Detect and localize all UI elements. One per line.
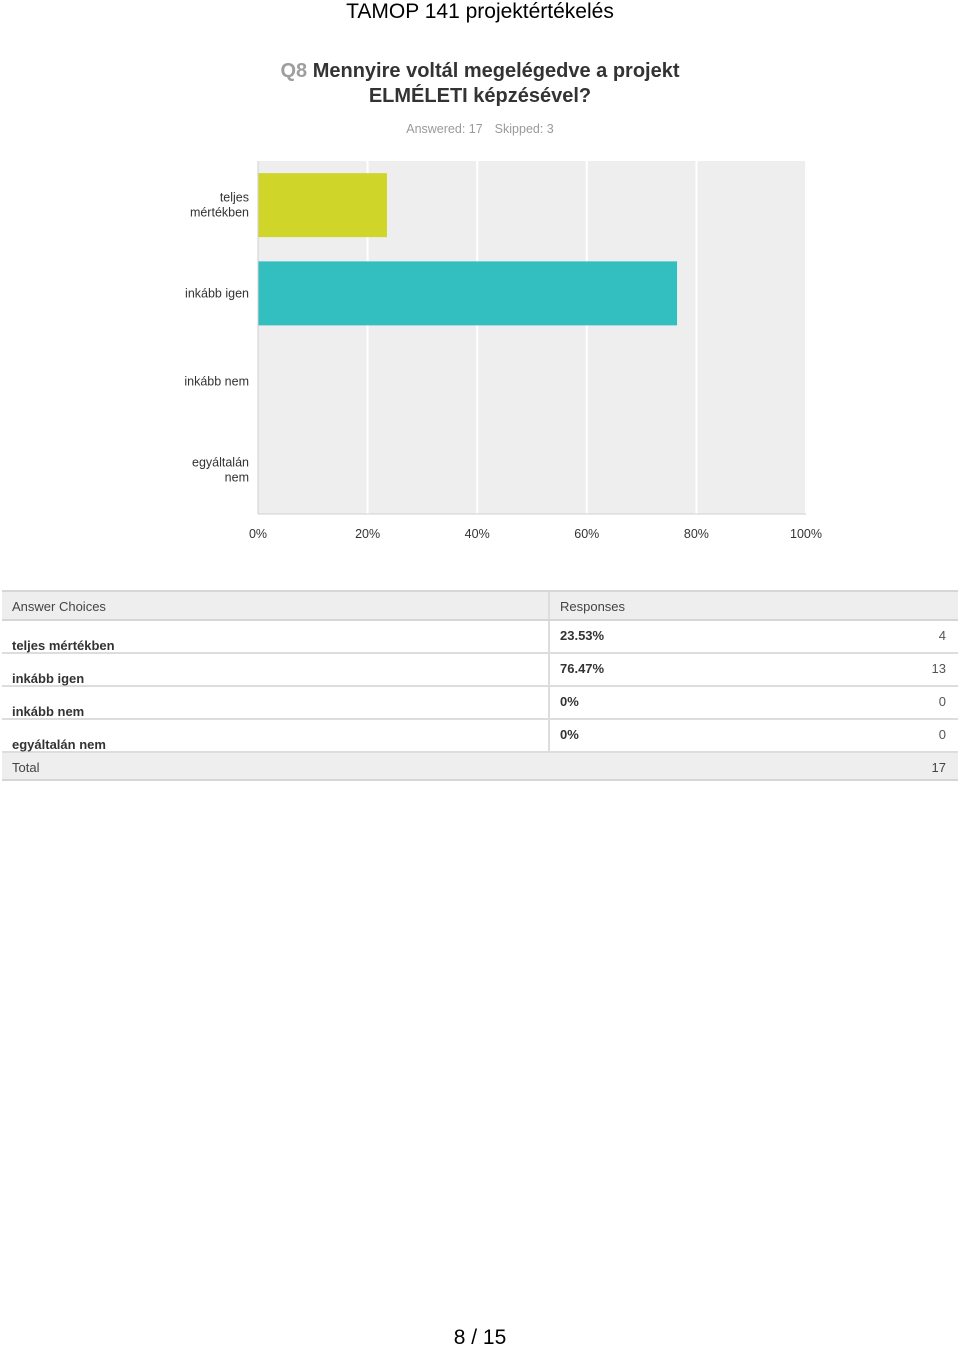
skipped-count: Skipped: 3 — [494, 122, 554, 136]
table-row: inkább igen 76.47% 13 — [2, 654, 958, 687]
row-percent: 76.47% — [560, 661, 605, 676]
x-tick-label: 80% — [684, 527, 709, 541]
header-responses: Responses — [560, 599, 626, 614]
row-choice: inkább igen — [12, 671, 85, 686]
response-stats: Answered: 17 Skipped: 3 — [0, 122, 960, 136]
page-number: 8 / 15 — [453, 1326, 507, 1349]
x-tick-label: 40% — [465, 527, 490, 541]
category-label: inkább nem — [184, 375, 249, 389]
question-text-line1: Mennyire voltál megelégedve a projekt — [312, 60, 680, 82]
document-title: TAMOP 141 projektértékelés — [346, 0, 614, 23]
bar — [258, 173, 387, 238]
bar — [258, 261, 678, 326]
row-choice: teljes mértékben — [12, 638, 115, 653]
question-number: Q8 — [280, 60, 308, 82]
row-count: 13 — [931, 661, 946, 676]
x-tick-label: 100% — [790, 527, 822, 541]
x-tick-label: 60% — [574, 527, 599, 541]
x-tick-label: 0% — [249, 527, 267, 541]
bar-chart: 0% 20% 40% 60% 80% 100% teljes mértékben inkább … — [184, 161, 822, 541]
row-count: 4 — [938, 628, 946, 643]
table-row: teljes mértékben 23.53% 4 — [2, 621, 958, 654]
row-percent: 0% — [560, 727, 579, 742]
row-percent: 23.53% — [560, 628, 605, 643]
answer-table: Answer Choices Responses teljes mértékbe… — [2, 590, 958, 781]
total-label: Total — [12, 760, 40, 775]
total-count: 17 — [931, 760, 946, 775]
row-count: 0 — [938, 694, 946, 709]
table-header-row: Answer Choices Responses — [2, 590, 958, 621]
category-label: inkább igen — [185, 286, 249, 300]
question-title: Q8 Mennyire voltál megelégedve a projekt… — [0, 59, 960, 109]
row-choice: egyáltalán nem — [12, 737, 106, 752]
answered-count: Answered: 17 — [406, 122, 483, 136]
category-label: teljes mértékben — [190, 191, 249, 220]
row-percent: 0% — [560, 694, 579, 709]
header-answer-choices: Answer Choices — [12, 599, 106, 614]
table-row: inkább nem 0% 0 — [2, 687, 958, 720]
row-choice: inkább nem — [12, 704, 85, 719]
question-text-line2: ELMÉLETI képzésével? — [368, 85, 592, 107]
x-tick-label: 20% — [355, 527, 380, 541]
table-total-row: Total 17 — [2, 753, 958, 781]
row-count: 0 — [938, 727, 946, 742]
table-row: egyáltalán nem 0% 0 — [2, 720, 958, 753]
category-label: egyáltalán nem — [192, 455, 249, 484]
